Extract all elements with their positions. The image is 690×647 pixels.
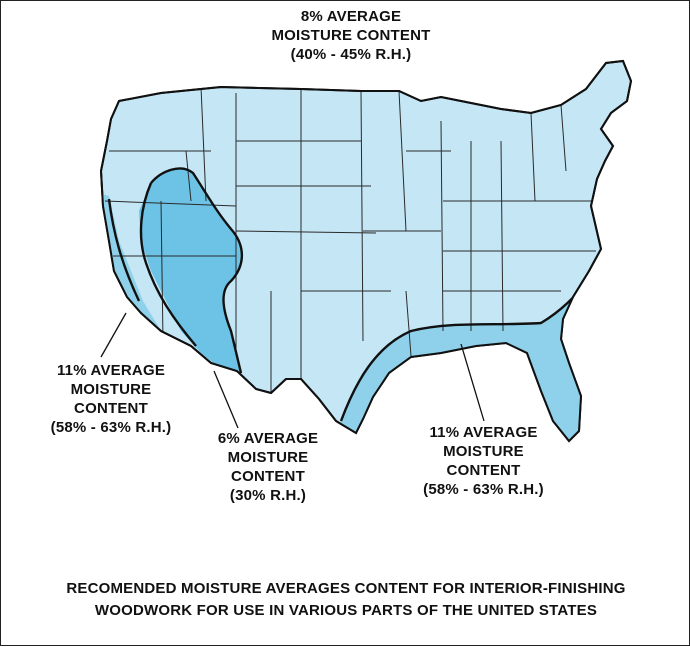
label-southwest-6-percent: 6% AVERAGE MOISTURE CONTENT (30% R.H.)	[193, 429, 343, 505]
label-southeast-line2: MOISTURE	[443, 443, 524, 460]
leader-lines	[100, 312, 485, 429]
label-southwest-line2: MOISTURE	[227, 449, 309, 466]
label-north-line1: 8% AVERAGE	[300, 8, 402, 25]
caption-line2: WOODWORK FOR USE IN VARIOUS PARTS OF THE…	[94, 602, 598, 619]
label-north-8-percent: 8% AVERAGE MOISTURE CONTENT (40% - 45% R…	[241, 7, 461, 64]
label-southwest-line4: (30% R.H.)	[229, 487, 307, 504]
label-southeast-line1: 11% AVERAGE	[429, 424, 538, 441]
label-southwest-line3: CONTENT	[231, 468, 305, 485]
label-southwest-line1: 6% AVERAGE	[217, 430, 319, 447]
label-southeast-line4: (58% - 63% R.H.)	[423, 481, 544, 498]
label-west-line1: 11% AVERAGE	[56, 362, 166, 379]
label-west-line4: (58% - 63% R.H.)	[50, 419, 172, 436]
caption-line1: RECOMENDED MOISTURE AVERAGES CONTENT FOR…	[66, 580, 626, 597]
label-west-line2: MOISTURE	[70, 381, 152, 398]
zone-boundaries	[107, 167, 592, 422]
label-north-line2: MOISTURE CONTENT	[271, 27, 431, 44]
zone-southwest-6	[139, 168, 242, 371]
figure-caption: RECOMENDED MOISTURE AVERAGES CONTENT FOR…	[1, 578, 690, 622]
label-southeast-11-percent: 11% AVERAGE MOISTURE CONTENT (58% - 63% …	[401, 423, 566, 499]
label-north-line3: (40% - 45% R.H.)	[290, 46, 412, 63]
label-west-coast-11-percent: 11% AVERAGE MOISTURE CONTENT (58% - 63% …	[31, 361, 191, 437]
label-southeast-line3: CONTENT	[446, 462, 521, 479]
state-boundaries	[104, 86, 596, 393]
label-west-line3: CONTENT	[74, 400, 148, 417]
